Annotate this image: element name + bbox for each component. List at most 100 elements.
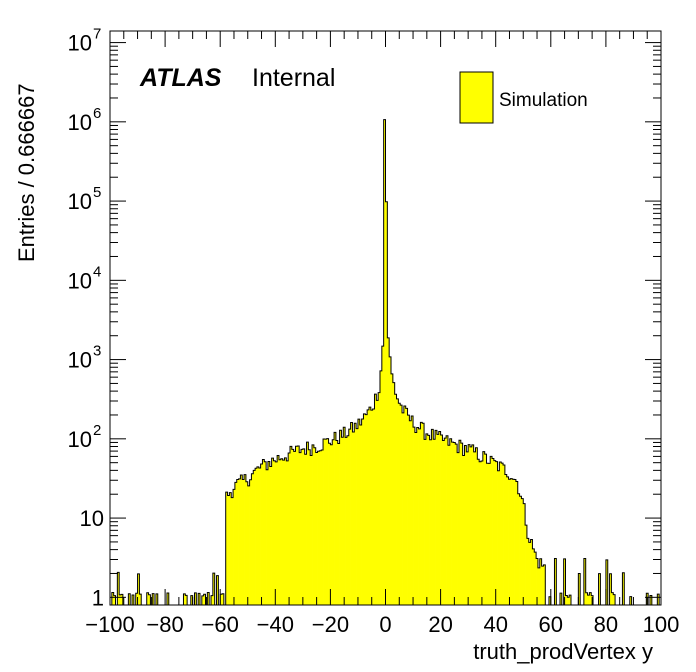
histogram-bin [117, 572, 120, 605]
histogram-bin [348, 429, 351, 605]
histogram-bin [391, 373, 394, 605]
histogram-bin [139, 594, 142, 605]
histogram-bin [247, 485, 250, 605]
histogram-bin [464, 445, 467, 605]
histogram-bin [234, 482, 238, 605]
histogram-bin [128, 593, 131, 605]
histogram-bin [278, 459, 282, 605]
histogram-bin [425, 433, 429, 605]
histogram-bin [225, 492, 228, 605]
histogram-bin [503, 465, 506, 605]
histogram-bin [407, 415, 410, 605]
histogram-bin [190, 595, 193, 605]
histogram-bin [565, 595, 568, 605]
histogram-bin [477, 459, 480, 605]
histogram-bin [301, 449, 304, 605]
histogram-bin [381, 346, 385, 605]
histogram-bin [589, 592, 592, 605]
histogram-bin [438, 431, 441, 605]
histogram-bin [343, 427, 346, 605]
histogram-bin [260, 463, 263, 605]
histogram-bin [519, 496, 522, 605]
histogram-bin [488, 463, 491, 605]
histogram-bin [405, 408, 408, 605]
histogram-bin [455, 444, 458, 605]
y-tick-exponent: 4 [93, 263, 101, 280]
histogram-bin [517, 493, 520, 605]
histogram-bin [137, 573, 140, 605]
histogram-bin [510, 478, 513, 605]
histogram-bin [400, 405, 403, 605]
histogram-bin [304, 454, 307, 605]
histogram-bin [275, 461, 278, 605]
y-tick-label: 10 [68, 31, 92, 56]
histogram-bin [420, 422, 423, 605]
histogram-bin [414, 432, 418, 605]
histogram-bin [212, 573, 216, 605]
legend-swatch [459, 71, 494, 124]
histogram-bin [453, 442, 456, 605]
histogram-bin [258, 468, 261, 605]
histogram-bin [534, 552, 537, 605]
histogram-bin [444, 438, 447, 605]
histogram-bin [354, 423, 357, 605]
histogram-bin [435, 430, 438, 605]
histogram-bin [233, 489, 236, 605]
histogram-bin [409, 420, 412, 605]
histogram-bin [479, 461, 482, 605]
histogram-bin [357, 419, 361, 605]
histogram-bin [229, 492, 232, 605]
histogram-bin [271, 458, 274, 605]
histogram-bin [466, 451, 469, 605]
histogram-bin [493, 460, 497, 605]
histogram-bin [326, 438, 329, 605]
histogram-bin [231, 497, 234, 605]
histogram-bin [563, 558, 566, 605]
histogram-bin [554, 558, 557, 605]
histogram-bin [537, 567, 541, 605]
histogram-bin [321, 450, 324, 605]
histogram-bin [403, 406, 407, 605]
histogram-bin [482, 451, 486, 605]
histogram-bin [372, 408, 375, 605]
x-axis: −100 −80 −60 −40 −20 0 20 40 60 80 100 [85, 31, 679, 637]
histogram-bin [499, 462, 502, 605]
histogram-bin [484, 454, 487, 605]
histogram-bin [339, 430, 342, 605]
histogram-bin [368, 407, 372, 605]
histogram-bin [490, 456, 493, 605]
histogram-bin [315, 452, 318, 605]
histogram-bin [251, 473, 254, 605]
histogram-bin [416, 427, 419, 605]
histogram-bin [245, 481, 249, 605]
histogram-bin [341, 437, 344, 605]
histogram-bin [387, 337, 390, 605]
histogram-bin [541, 566, 544, 605]
histogram-bin [385, 201, 388, 605]
x-tick-label: 60 [539, 612, 563, 637]
histogram-bin [299, 452, 302, 605]
histogram-bin [447, 445, 451, 605]
histogram-bin [492, 458, 495, 605]
x-tick-label: 20 [428, 612, 452, 637]
histogram-bin [152, 593, 155, 605]
histogram-bin [135, 593, 138, 605]
histogram-bin [302, 448, 306, 605]
histogram-bin [238, 478, 241, 605]
histogram-bin [468, 444, 471, 605]
histogram-bin [411, 415, 414, 605]
histogram-bin [282, 460, 285, 605]
histogram-bin [657, 594, 660, 605]
histogram-bin [458, 440, 462, 605]
histogram-bin [334, 432, 337, 605]
histogram-bin [222, 593, 225, 605]
x-tick-label: −40 [257, 612, 294, 637]
histogram-bin [201, 595, 205, 605]
histogram-bin [374, 394, 377, 605]
histogram-bin [495, 461, 498, 605]
histogram-bin [424, 439, 427, 605]
y-tick-exponent: 7 [93, 26, 101, 43]
histogram-bin [422, 423, 425, 605]
